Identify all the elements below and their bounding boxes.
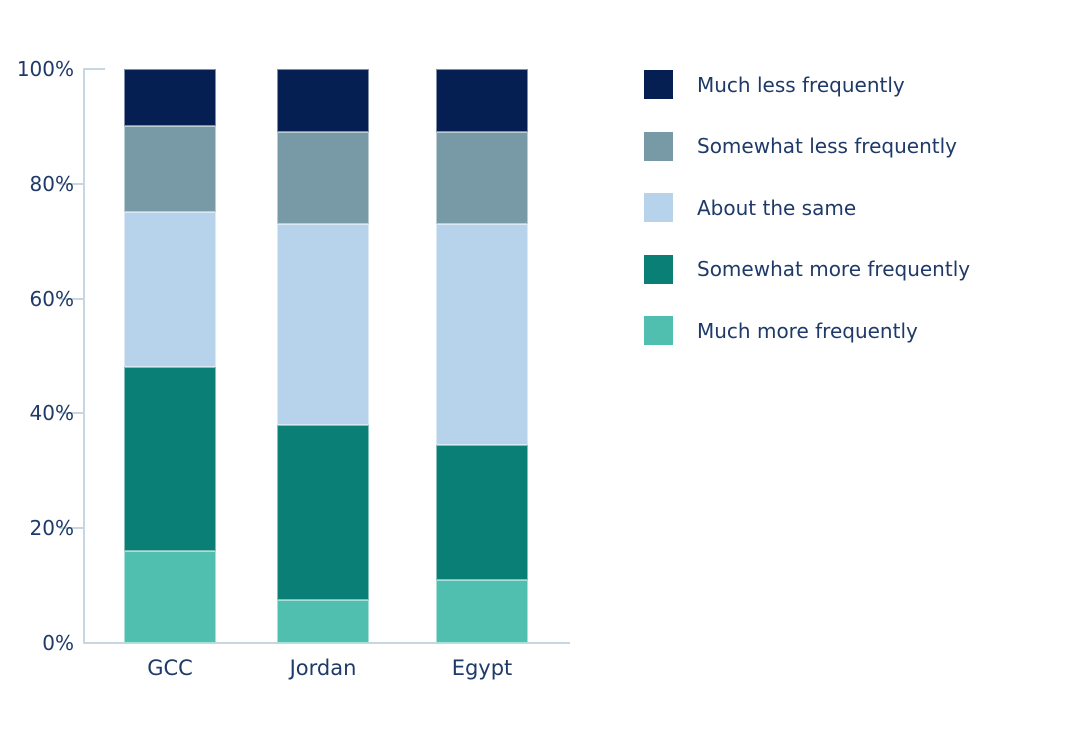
bar-segment <box>436 223 528 445</box>
bar-jordan <box>277 69 369 643</box>
legend-item: Somewhat less frequently <box>644 131 957 161</box>
y-axis-line <box>83 68 85 644</box>
bar-segment <box>277 132 369 224</box>
y-axis-tick-label: 40% <box>29 401 74 426</box>
legend-item: Much less frequently <box>644 70 905 99</box>
legend-item: Much more frequently <box>644 316 918 345</box>
y-axis-tick-label: 0% <box>42 631 74 655</box>
bar-segment <box>124 69 216 127</box>
bar-segment <box>436 132 528 224</box>
legend-swatch <box>644 70 673 99</box>
bar-segment <box>436 579 528 643</box>
legend-item-label: About the same <box>697 195 857 220</box>
bar-segment <box>277 599 369 643</box>
legend-item: About the same <box>644 193 856 222</box>
y-axis-tick <box>85 68 105 70</box>
bar-segment <box>124 551 216 643</box>
legend-item-label: Somewhat more frequently <box>697 257 971 281</box>
legend-swatch <box>644 254 673 284</box>
bar-segment <box>124 367 216 552</box>
bar-segment <box>277 223 369 425</box>
y-axis-tick-label: 100% <box>16 57 74 81</box>
y-axis-tick-label: 80% <box>29 171 74 196</box>
bar-egypt <box>436 69 528 643</box>
legend-swatch <box>644 193 673 222</box>
x-axis-label-jordan: Jordan <box>289 656 357 680</box>
y-axis-tick-label: 20% <box>29 516 74 541</box>
legend-item: Somewhat more frequently <box>644 254 971 284</box>
legend-item-label: Somewhat less frequently <box>697 134 957 158</box>
x-axis-label-egypt: Egypt <box>451 656 513 680</box>
bar-gcc <box>124 69 216 643</box>
y-axis-tick <box>59 412 83 415</box>
legend-item-label: Much more frequently <box>697 318 918 343</box>
bar-segment <box>124 212 216 368</box>
bar-segment <box>436 69 528 133</box>
y-axis-tick-label: 60% <box>29 286 74 311</box>
bar-segment <box>277 69 369 133</box>
legend-swatch <box>644 316 673 345</box>
y-axis-tick <box>59 182 83 185</box>
y-axis-tick <box>59 297 83 300</box>
bar-segment <box>277 424 369 600</box>
legend-item-label: Much less frequently <box>697 72 905 97</box>
x-axis-line <box>83 642 570 644</box>
legend-swatch <box>644 131 673 161</box>
bar-segment <box>436 444 528 580</box>
y-axis-tick <box>59 527 83 530</box>
bar-segment <box>124 126 216 213</box>
x-axis-label-gcc: GCC <box>147 656 193 680</box>
